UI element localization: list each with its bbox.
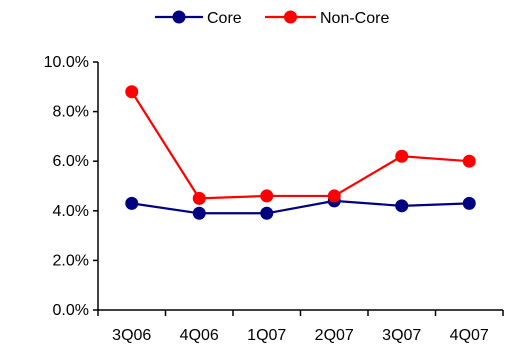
y-tick-label: 8.0% (53, 104, 89, 121)
legend-label: Non-Core (320, 10, 389, 27)
x-ticks: 3Q06 4Q06 1Q07 2Q07 3Q07 4Q07 (97, 310, 504, 344)
legend-swatch-marker (284, 10, 297, 24)
data-point-core (125, 196, 139, 210)
data-point-non-core (125, 85, 139, 99)
data-point-non-core (260, 189, 274, 203)
data-point-core (462, 196, 476, 210)
series-layer (125, 85, 476, 220)
y-ticks: 0.0% 2.0% 4.0% 6.0% 8.0% 10.0% (44, 54, 98, 319)
y-tick-label: 2.0% (53, 252, 89, 269)
legend: Core Non-Core (155, 10, 389, 27)
data-point-core (192, 206, 206, 220)
data-point-non-core (192, 191, 206, 205)
x-tick-label: 3Q07 (382, 327, 421, 344)
x-tick-label: 4Q07 (450, 327, 489, 344)
series-core (125, 194, 476, 220)
y-tick-label: 4.0% (53, 203, 89, 220)
legend-label: Core (207, 10, 242, 27)
x-tick-label: 4Q06 (180, 327, 219, 344)
legend-item-core: Core (155, 10, 242, 27)
x-tick-label: 2Q07 (315, 327, 354, 344)
series-line-non-core (130, 91, 470, 200)
data-point-non-core (395, 149, 409, 163)
data-point-non-core (327, 189, 341, 203)
data-point-core (395, 199, 409, 213)
series-non-core (125, 85, 476, 205)
y-tick-label: 6.0% (53, 153, 89, 170)
y-tick-label: 0.0% (53, 302, 89, 319)
x-tick-label: 1Q07 (247, 327, 286, 344)
data-point-core (260, 206, 274, 220)
data-point-non-core (462, 154, 476, 168)
series-line-core (131, 199, 470, 215)
x-tick-label: 3Q06 (112, 327, 151, 344)
legend-swatch-marker (172, 10, 186, 24)
y-tick-label: 10.0% (44, 54, 89, 71)
axes (97, 62, 503, 311)
legend-item-non-core: Non-Core (265, 10, 389, 27)
